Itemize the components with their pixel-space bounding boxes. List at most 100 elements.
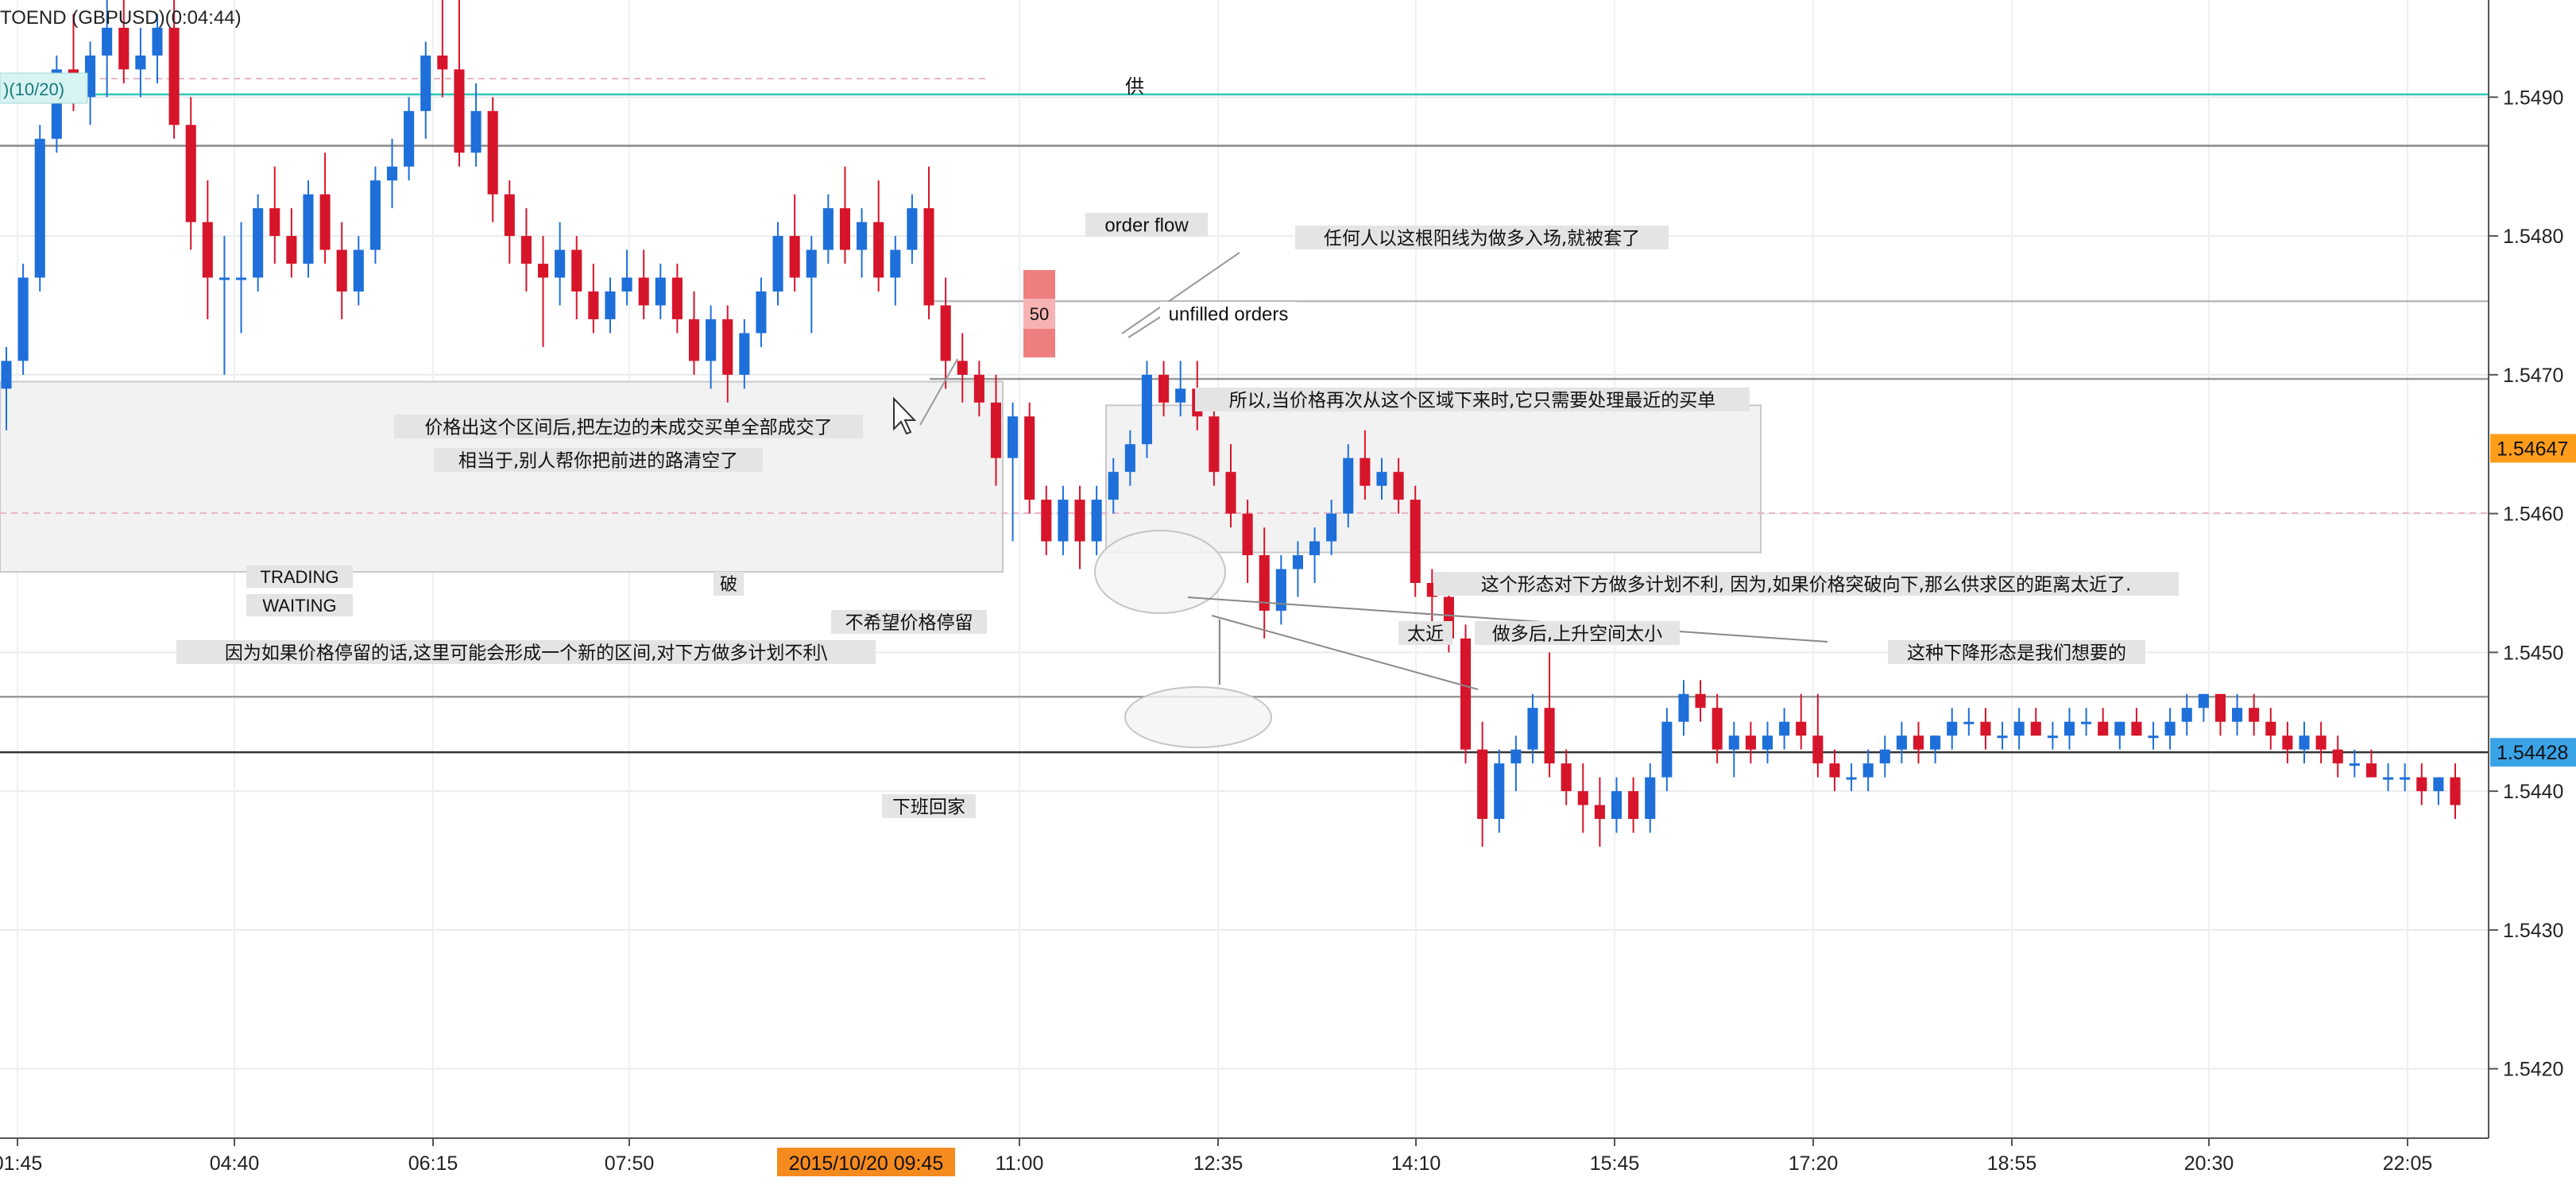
candle-body <box>1343 457 1354 514</box>
candle-body <box>2365 763 2377 778</box>
candle-body <box>185 125 196 222</box>
candle-body <box>1242 513 1253 556</box>
candle-body <box>353 249 364 291</box>
candle-body <box>571 249 582 291</box>
candle-body <box>1762 735 1773 750</box>
annotation-text: 价格出这个区间后,把左边的未成交买单全部成交了 <box>424 417 832 438</box>
y-tick-label: 1.5440 <box>2503 781 2563 803</box>
candle-body <box>1796 721 1807 736</box>
annotation-text: 下班回家 <box>892 797 965 817</box>
annotation-boxes: order flow unfilled orders 50 任何人以这根阳线为做多入场… <box>176 213 2179 818</box>
candle-body <box>2181 708 2192 722</box>
candle-body <box>537 264 549 278</box>
x-tick-label: 01:45 <box>0 1152 42 1175</box>
candle-body <box>1728 735 1739 750</box>
y-tick-label: 1.5480 <box>2503 226 2563 248</box>
candle-body <box>1041 500 1052 542</box>
candle-body <box>1259 555 1270 611</box>
annotation-box <box>434 448 763 472</box>
annotation-box <box>1888 640 2145 664</box>
level-label: 供 <box>1125 75 1144 98</box>
candle-body <box>990 402 1002 458</box>
x-tick-label: 22:05 <box>2383 1152 2433 1175</box>
candle-body <box>2013 721 2025 736</box>
candle-body <box>1544 708 1555 764</box>
candle-body <box>890 249 901 278</box>
annotation-text: 不希望价格停留 <box>845 612 973 633</box>
candle-body <box>34 138 45 278</box>
x-highlight-label: 2015/10/20 09:45 <box>789 1152 944 1175</box>
candle-body <box>1326 513 1337 542</box>
annotation-box <box>246 594 353 616</box>
levels: 供 <box>0 75 2489 754</box>
candle-body <box>706 318 717 361</box>
price-marker-box <box>2490 434 2576 463</box>
candle-body <box>2164 721 2176 736</box>
candle-body <box>1360 457 1371 486</box>
annotation-box <box>1475 621 1680 645</box>
y-tick-label: 1.5420 <box>2503 1059 2563 1081</box>
candle-body <box>1124 444 1135 473</box>
candle-body <box>135 55 146 70</box>
candle-body <box>2416 777 2427 792</box>
candle-body <box>1862 763 1874 778</box>
candle-body <box>2383 777 2394 780</box>
candle-body <box>839 208 851 250</box>
zone-rect <box>1105 404 1762 554</box>
candle-body <box>1930 735 1941 750</box>
x-tick-label: 14:10 <box>1391 1152 1441 1175</box>
candle-body <box>1225 472 1236 514</box>
price-marker-label: 1.54647 <box>2497 438 2568 460</box>
annotation-text: unfilled orders <box>1169 304 1289 326</box>
candle-body <box>2047 735 2058 739</box>
candle-body <box>1158 374 1170 403</box>
candle-body <box>1812 735 1824 764</box>
candle-body <box>907 208 918 250</box>
candle-body <box>789 236 800 278</box>
candle-body <box>1997 735 2008 739</box>
candle-body <box>756 291 767 334</box>
candle-body <box>2315 735 2327 750</box>
candle-body <box>1712 708 1723 750</box>
candle-body <box>253 208 264 278</box>
candle-body <box>1393 472 1404 500</box>
annotation-text: 做多后,上升空间太小 <box>1492 623 1662 644</box>
price-marker-box <box>2490 738 2576 767</box>
candle-body <box>2249 708 2260 722</box>
candle-body <box>822 208 834 250</box>
annotation-box <box>1433 572 2179 596</box>
zones <box>0 380 1762 573</box>
annotation-text: order flow <box>1104 215 1189 237</box>
candle-body <box>1594 805 1605 820</box>
indicator-label: )(10/20) <box>3 79 64 99</box>
indicator-label-box <box>0 72 88 104</box>
y-axis: 1.5490 1.5480 1.5470 1.5460 1.5450 1.5440 1.54… <box>2489 87 2563 1081</box>
candle-body <box>1091 500 1102 542</box>
candle-body <box>269 208 280 237</box>
candle-body <box>1879 749 1890 764</box>
candle-body <box>1058 500 1069 542</box>
highlight-ellipse <box>1124 686 1272 748</box>
candle-body <box>1846 777 1857 780</box>
candle-body <box>1275 569 1286 611</box>
x-axis: 01:45 04:40 06:15 07:50 11:00 12:35 14:10 15:45… <box>0 1138 2432 1176</box>
candle-body <box>1074 500 1085 542</box>
candle-body <box>1008 416 1019 458</box>
candle-body <box>1141 374 1152 445</box>
candle-body <box>655 277 666 306</box>
annotation-text: 这个形态对下方做多计划不利, 因为,如果价格突破向下,那么供求区的距离太近了. <box>1481 574 2132 595</box>
annotation-text: 这种下降形态是我们想要的 <box>1907 643 2126 663</box>
x-tick-label: 04:40 <box>210 1152 260 1175</box>
candle-body <box>2030 721 2041 736</box>
candle-body <box>504 194 515 237</box>
arrow-line <box>1127 315 1162 338</box>
annotation-box <box>1195 388 1750 411</box>
marker-band <box>1023 270 1055 299</box>
candle-body <box>1175 388 1186 403</box>
x-tick-label: 06:15 <box>408 1152 458 1175</box>
x-tick-label: 18:55 <box>1987 1152 2037 1175</box>
annotation-text: 破 <box>720 575 737 595</box>
candle-body <box>957 361 968 375</box>
